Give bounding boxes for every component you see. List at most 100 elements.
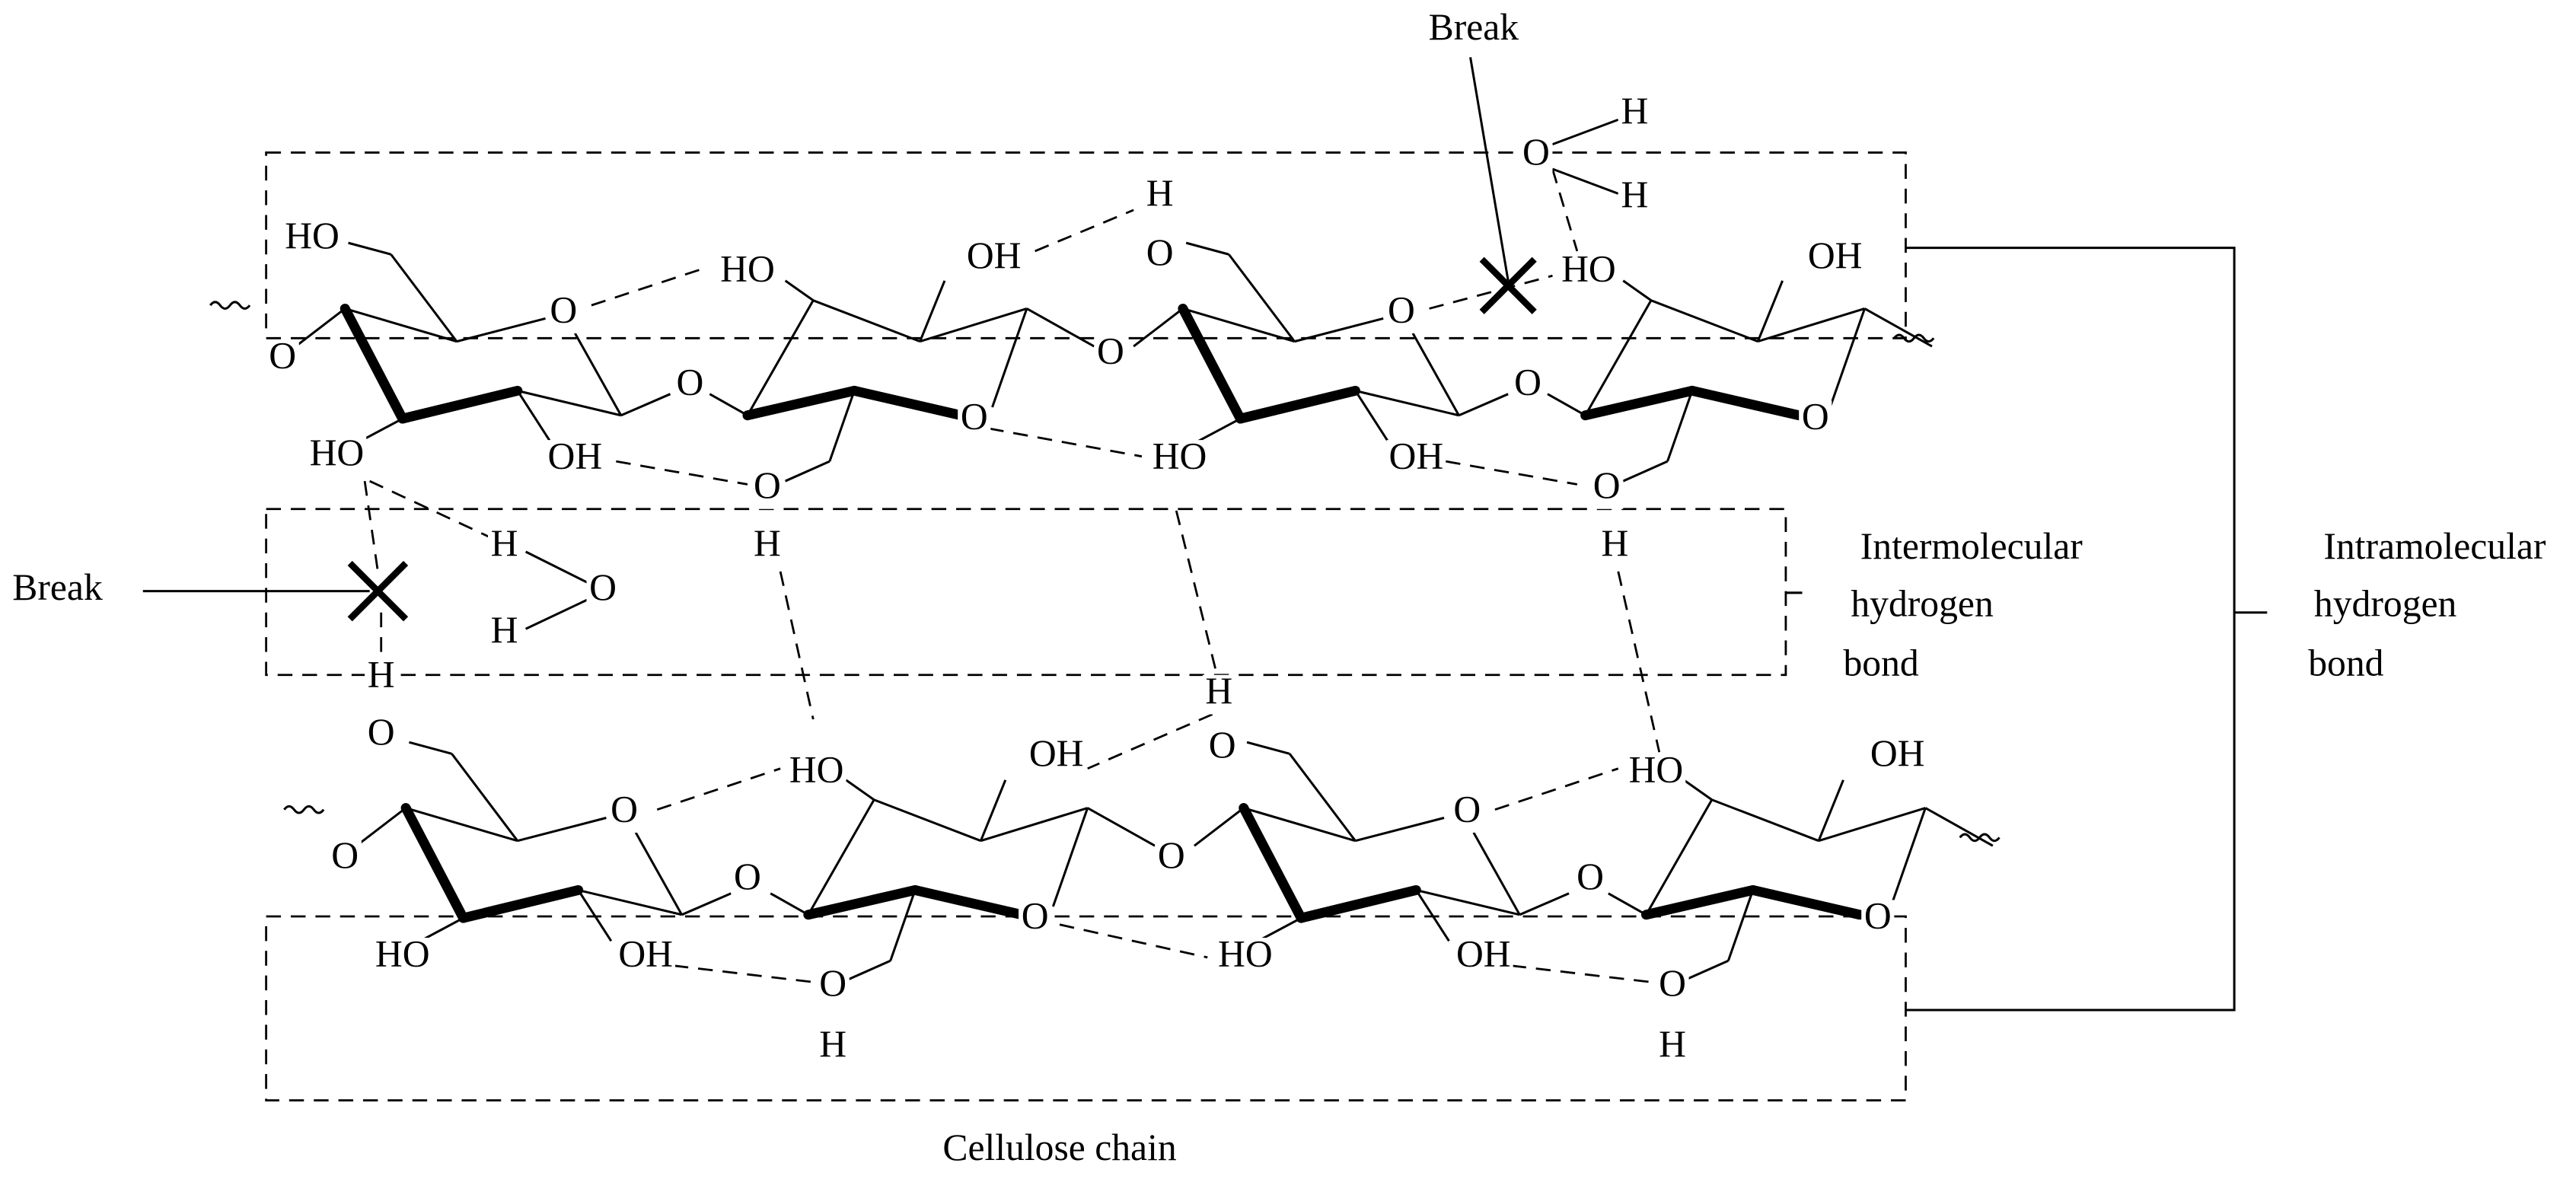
atom-label: O (368, 711, 395, 753)
atom-label: HO (789, 749, 844, 791)
atom-label: OH (1388, 435, 1443, 476)
bond (845, 959, 891, 982)
atom-label: O (734, 856, 761, 897)
break-mark (1479, 257, 1537, 314)
atom-label: HO (1153, 435, 1207, 476)
atom-bg (365, 715, 398, 756)
bond (812, 299, 921, 343)
atom-bg (816, 967, 850, 1007)
bond (344, 307, 457, 343)
atom-label: OH (618, 932, 673, 974)
atom-bg (964, 239, 1024, 279)
bond (742, 385, 859, 421)
atom-label: HO (375, 932, 430, 974)
bond (456, 317, 546, 343)
atom-label: O (1388, 288, 1415, 330)
atom-bg (1861, 900, 1895, 940)
bond (1757, 307, 1865, 343)
bond (1818, 807, 1926, 843)
atom-label: H (819, 1023, 846, 1065)
atom-bg (731, 860, 764, 900)
bond (991, 307, 1028, 408)
atom-label: HO (1561, 247, 1616, 289)
bond (709, 393, 748, 417)
bond (295, 307, 346, 348)
h-bond (1035, 209, 1134, 253)
pointer (1469, 57, 1510, 282)
atom-bg (1559, 253, 1618, 292)
atom-bg (1867, 737, 1927, 777)
atom-bg (586, 571, 620, 611)
bond (1580, 385, 1698, 421)
bond (889, 889, 917, 961)
bond (1666, 390, 1694, 462)
bond (1711, 798, 1819, 843)
atom-bg (751, 469, 784, 509)
bond (1622, 460, 1669, 483)
atom-label: O (1514, 361, 1541, 403)
h-bond (1429, 274, 1553, 310)
atom-bg (1155, 839, 1188, 879)
atom-bg (365, 658, 398, 698)
bond (1863, 307, 1933, 348)
chain-end (209, 301, 251, 310)
bond (1355, 817, 1445, 843)
atom-label: OH (548, 435, 603, 476)
atom-bg (487, 613, 521, 654)
h-bond (591, 266, 707, 307)
atom-bg (1618, 178, 1651, 218)
atom-bg (1590, 469, 1624, 509)
atom-bg (1019, 900, 1052, 940)
h-bond (1175, 510, 1217, 671)
atom-label: O (1802, 396, 1829, 438)
label: Break (1429, 6, 1519, 48)
atom-label: HO (1629, 749, 1684, 791)
bond (355, 807, 406, 847)
bond (1472, 832, 1521, 916)
chain-end (1893, 333, 1935, 343)
bond (784, 279, 815, 301)
atom-bg (266, 339, 299, 380)
atom-label: O (1864, 895, 1892, 937)
bond (1026, 307, 1095, 348)
bond (634, 832, 683, 916)
bond (1687, 385, 1804, 421)
atom-label: H (1602, 522, 1629, 564)
atom-label: O (1659, 962, 1686, 1004)
atom-bg (328, 839, 362, 879)
atom-bg (1656, 967, 1689, 1007)
atom-bg (545, 440, 605, 480)
bond (980, 779, 1007, 842)
h-bond (656, 767, 781, 811)
bond (828, 390, 856, 462)
atom-bg (718, 253, 777, 292)
atom-bg (1094, 334, 1127, 374)
atom-bg (1799, 400, 1832, 441)
bond (516, 390, 552, 443)
bond (451, 753, 519, 842)
h-bond (1087, 713, 1213, 770)
atom-bg (673, 365, 707, 406)
bond (517, 389, 622, 417)
bond (397, 385, 523, 424)
atom-label: O (589, 566, 617, 608)
atom-bg (1385, 294, 1418, 333)
bond (1185, 241, 1229, 256)
h-bond (368, 480, 494, 540)
bond (845, 779, 875, 801)
atom-label: O (1097, 330, 1124, 371)
label: hydrogen (1851, 583, 1994, 625)
bond (1519, 892, 1570, 916)
atom-label: H (368, 653, 395, 695)
bond (574, 333, 623, 416)
atom-label: O (331, 834, 359, 876)
atom-label: O (611, 788, 638, 830)
bond (408, 741, 452, 755)
bond (1246, 741, 1290, 755)
atom-label: OH (1808, 234, 1863, 276)
atom-label: H (1621, 174, 1648, 215)
bond (1288, 753, 1357, 842)
atom-label: H (491, 609, 518, 651)
atom-label: OH (1029, 732, 1084, 774)
atom-label: H (1621, 90, 1648, 132)
